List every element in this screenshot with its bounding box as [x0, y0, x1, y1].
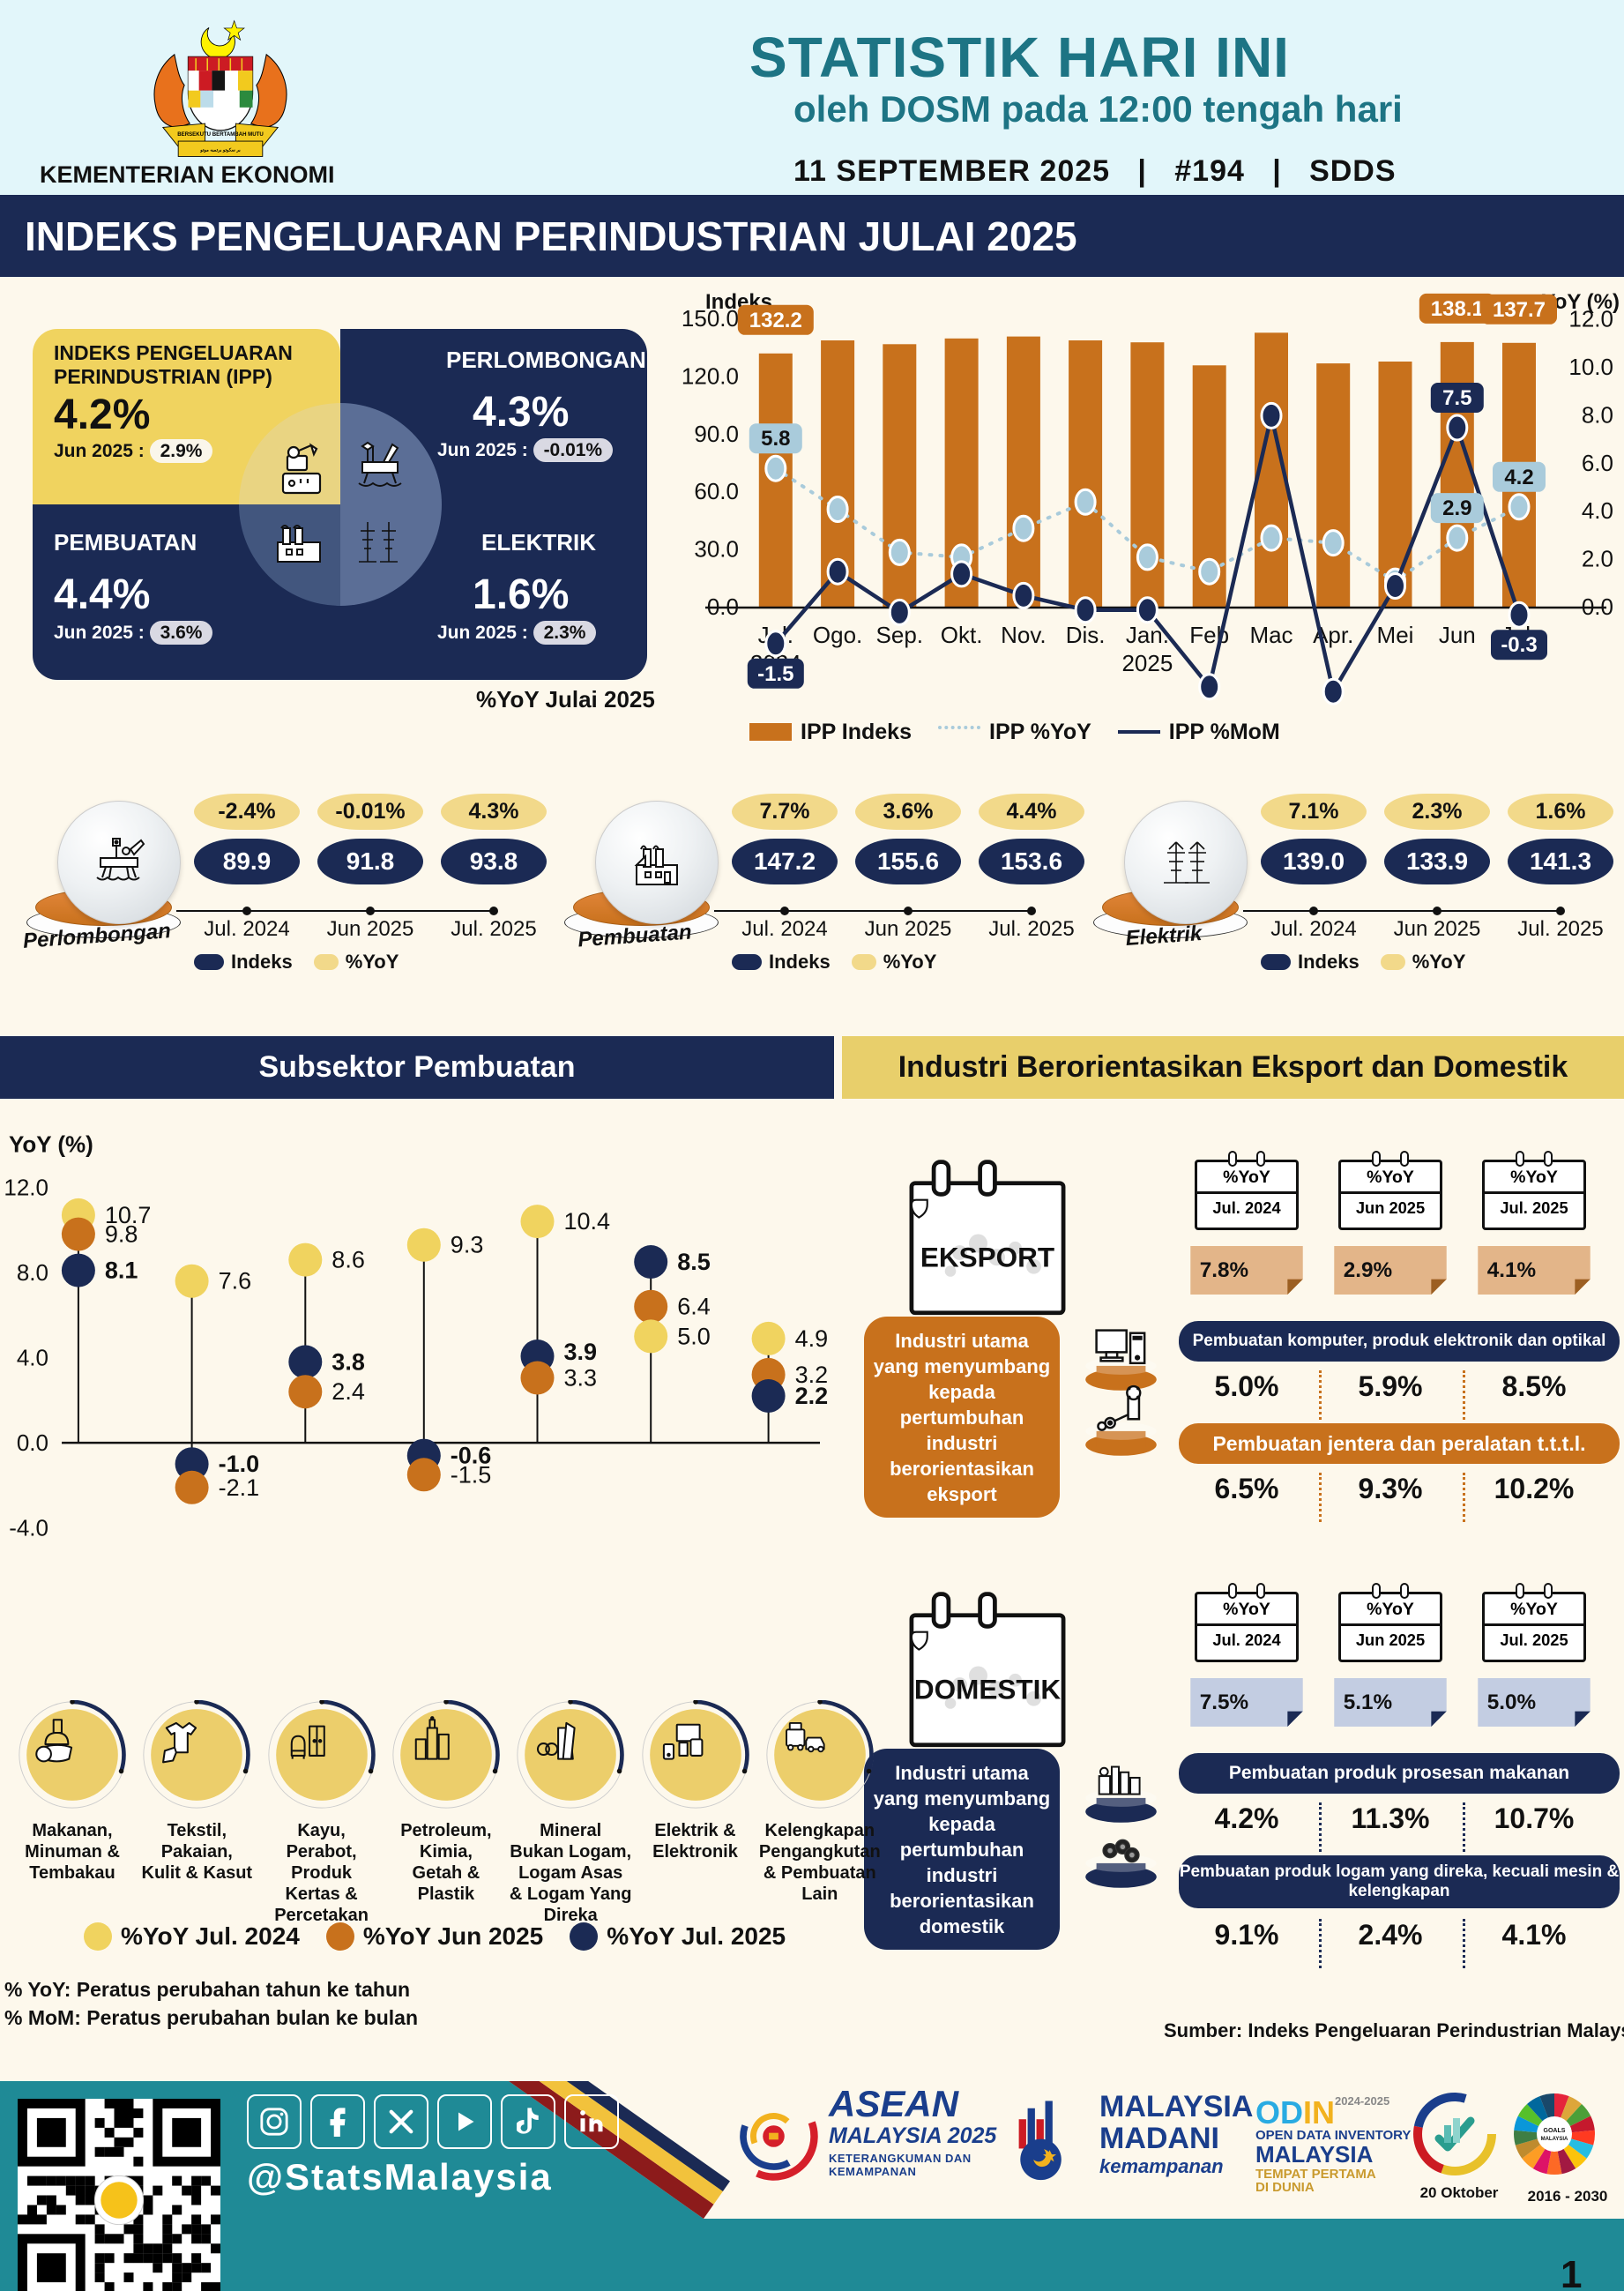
svg-text:30.0: 30.0 [694, 536, 739, 563]
svg-text:Okt.: Okt. [941, 622, 983, 648]
svg-text:60.0: 60.0 [694, 478, 739, 504]
svg-text:5.1%: 5.1% [1344, 1690, 1392, 1714]
svg-text:YoY (%): YoY (%) [9, 1131, 93, 1158]
svg-text:MALAYSIA: MALAYSIA [1541, 2137, 1568, 2142]
svg-text:Mei: Mei [1377, 622, 1414, 648]
svg-text:Ogo.: Ogo. [813, 622, 862, 648]
svg-text:-4.0: -4.0 [9, 1515, 48, 1541]
svg-text:-1.0: -1.0 [219, 1451, 260, 1477]
svg-text:3.3: 3.3 [564, 1365, 598, 1392]
svg-text:6.4: 6.4 [677, 1294, 711, 1320]
svg-text:2.2: 2.2 [795, 1383, 829, 1409]
svg-text:2.0: 2.0 [1582, 546, 1613, 572]
svg-text:5.0%: 5.0% [1487, 1690, 1536, 1714]
svg-text:8.0: 8.0 [17, 1259, 48, 1286]
svg-text:138.1: 138.1 [1431, 297, 1484, 321]
svg-text:DOMESTIK: DOMESTIK [914, 1673, 1061, 1705]
svg-text:7.8%: 7.8% [1200, 1258, 1248, 1282]
svg-text:-1.5: -1.5 [451, 1461, 492, 1488]
svg-text:-1.5: -1.5 [757, 662, 793, 686]
svg-text:-2.1: -2.1 [219, 1474, 260, 1501]
svg-text:5.0: 5.0 [677, 1323, 711, 1349]
svg-text:5.8: 5.8 [761, 427, 790, 451]
svg-text:10.4: 10.4 [564, 1208, 611, 1235]
svg-text:132.2: 132.2 [749, 309, 802, 332]
svg-text:10.0: 10.0 [1568, 354, 1613, 380]
svg-text:0.0: 0.0 [17, 1429, 48, 1456]
svg-text:7.6: 7.6 [219, 1268, 252, 1295]
svg-text:بر سكوتو برتمبه موتو: بر سكوتو برتمبه موتو [199, 147, 241, 153]
svg-text:8.1: 8.1 [105, 1257, 138, 1284]
svg-text:90.0: 90.0 [694, 421, 739, 447]
svg-text:137.7: 137.7 [1493, 298, 1546, 322]
svg-text:4.9: 4.9 [795, 1325, 829, 1352]
svg-text:4.2: 4.2 [1504, 466, 1533, 489]
svg-text:9.3: 9.3 [451, 1232, 484, 1258]
svg-text:120.0: 120.0 [682, 362, 739, 389]
svg-text:3.8: 3.8 [332, 1348, 365, 1375]
svg-text:8.5: 8.5 [677, 1249, 711, 1275]
svg-text:7.5%: 7.5% [1200, 1690, 1248, 1714]
svg-text:4.0: 4.0 [17, 1345, 48, 1371]
svg-text:Jun: Jun [1439, 622, 1476, 648]
svg-text:Nov.: Nov. [1001, 622, 1047, 648]
svg-text:2025: 2025 [1121, 650, 1173, 676]
svg-text:GOALS: GOALS [1544, 2128, 1566, 2134]
svg-text:7.5: 7.5 [1442, 386, 1471, 410]
svg-text:Mac: Mac [1249, 622, 1292, 648]
svg-text:2.4: 2.4 [332, 1378, 365, 1405]
svg-text:9.8: 9.8 [105, 1221, 138, 1248]
svg-text:EKSPORT: EKSPORT [920, 1241, 1054, 1272]
svg-text:BERSEKUTU BERTAMBAH MUTU: BERSEKUTU BERTAMBAH MUTU [177, 131, 264, 138]
svg-text:-0.3: -0.3 [1501, 633, 1537, 657]
svg-text:6.0: 6.0 [1582, 450, 1613, 476]
svg-text:12.0: 12.0 [4, 1175, 48, 1201]
svg-text:4.0: 4.0 [1582, 497, 1613, 524]
svg-text:8.0: 8.0 [1582, 401, 1613, 428]
svg-text:8.6: 8.6 [332, 1247, 365, 1273]
svg-text:4.1%: 4.1% [1487, 1258, 1536, 1282]
svg-text:2.9%: 2.9% [1344, 1258, 1392, 1282]
svg-text:2.9: 2.9 [1442, 496, 1471, 520]
svg-text:Dis.: Dis. [1066, 622, 1106, 648]
svg-text:3.9: 3.9 [564, 1339, 598, 1365]
